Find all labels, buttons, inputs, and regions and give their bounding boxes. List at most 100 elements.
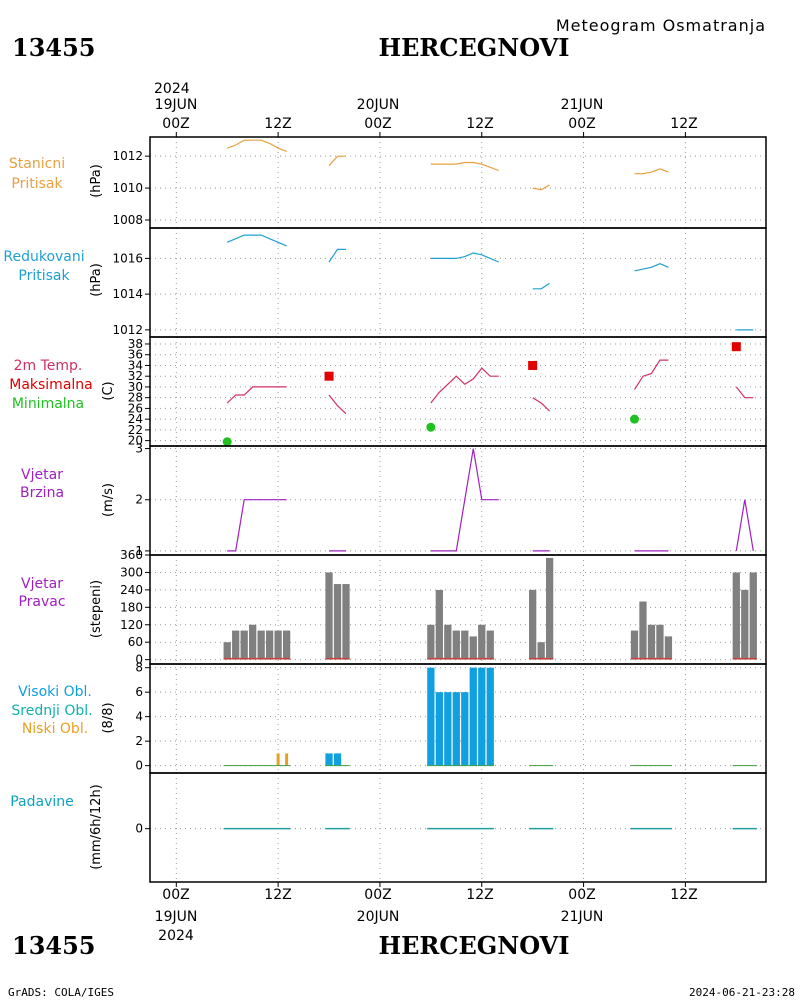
low-cloud-bar — [285, 753, 289, 766]
cloud-label-1: Visoki Obl. — [18, 684, 92, 700]
high-cloud-bar — [427, 667, 435, 766]
temperature-line — [735, 386, 754, 399]
max-temp-marker — [528, 360, 538, 370]
temperature-label-3: Minimalna — [12, 396, 84, 412]
footer-credit: GrADS: COLA/IGES — [8, 986, 114, 999]
wind-direction-bar — [537, 642, 545, 660]
panel-frame — [149, 136, 767, 229]
top-hour-label-1: 00Z — [162, 116, 189, 132]
y-tick-label: 240 — [120, 583, 143, 597]
wind-speed-unit: (m/s) — [101, 483, 116, 517]
station-pressure-line — [634, 168, 669, 175]
reduced-pressure-line — [226, 234, 287, 247]
high-cloud-bar — [478, 667, 486, 766]
wind-direction-bar — [647, 624, 656, 660]
reduced-pressure-label-1: Redukovani — [3, 249, 84, 265]
wind-speed-line — [735, 499, 754, 551]
wind-direction-bar — [749, 572, 757, 660]
cloud-label-2: Srednji Obl. — [11, 703, 92, 719]
wind-direction-bar — [732, 572, 740, 660]
wind-direction-bar — [452, 630, 460, 660]
station-pressure-label-2: Pritisak — [11, 176, 63, 192]
y-tick-label: 0 — [135, 653, 143, 667]
wind-direction-bar — [741, 589, 749, 660]
station-id: 13455 — [12, 33, 96, 62]
y-tick-label: 1008 — [112, 213, 143, 227]
wind-direction-bar — [529, 589, 537, 660]
y-tick-label: 0 — [135, 759, 143, 773]
min-temp-marker — [222, 437, 232, 447]
y-tick-label: 22 — [128, 423, 143, 437]
y-tick-label: 26 — [128, 401, 143, 415]
temperature-label-1: 2m Temp. — [14, 358, 83, 374]
top-date-label-1: 19JUN — [155, 97, 198, 113]
wind-direction-bar — [240, 630, 248, 660]
bottom-hour-label-5: 00Z — [568, 887, 595, 903]
high-cloud-bar — [435, 692, 443, 766]
station-pressure-line — [226, 139, 287, 152]
low-cloud-bar — [276, 753, 280, 766]
bottom-date-label-1: 19JUN — [155, 909, 198, 925]
panel-frame — [149, 336, 767, 447]
high-cloud-bar — [452, 692, 460, 766]
station-pressure-line — [328, 155, 346, 167]
footer-station-id: 13455 — [12, 931, 96, 960]
bottom-hour-label-2: 12Z — [264, 887, 291, 903]
wind-speed-line — [430, 448, 499, 552]
wind-direction-bar — [486, 630, 494, 660]
y-tick-label: 36 — [128, 348, 143, 362]
wind-direction-bar — [444, 624, 452, 660]
y-tick-label: 1014 — [112, 287, 143, 301]
y-tick-label: 8 — [135, 661, 143, 675]
wind-direction-bar — [223, 642, 231, 660]
y-tick-label: 34 — [128, 358, 143, 372]
wind-speed-label-2: Brzina — [20, 485, 64, 501]
temperature-line — [532, 397, 551, 412]
bottom-date-label-3: 21JUN — [561, 909, 604, 925]
wind-direction-bar — [265, 630, 274, 660]
reduced-pressure-line — [328, 248, 346, 263]
wind-direction-bar — [257, 630, 265, 660]
bottom-hour-label-3: 00Z — [364, 887, 391, 903]
station-name: HERCEGNOVI — [378, 33, 569, 62]
bottom-year-label: 2024 — [158, 928, 194, 944]
meteogram-subtitle: Meteogram Osmatranja — [556, 16, 766, 35]
temperature-unit: (C) — [101, 381, 116, 400]
wind-direction-bar — [342, 584, 350, 660]
temperature-line — [430, 367, 499, 404]
bottom-hour-label-4: 12Z — [466, 887, 493, 903]
y-tick-label: 360 — [120, 548, 143, 562]
y-tick-label: 120 — [120, 618, 143, 632]
wind-direction-bar — [274, 630, 282, 660]
reduced-pressure-line — [430, 252, 499, 263]
y-tick-label: 32 — [128, 369, 143, 383]
wind-direction-bar — [664, 636, 673, 660]
top-hour-label-2: 12Z — [264, 116, 291, 132]
station-pressure-line — [532, 184, 550, 191]
high-cloud-bar — [486, 667, 494, 766]
temperature-label-2: Maksimalna — [9, 377, 93, 393]
max-temp-marker — [324, 371, 334, 381]
wind-direction-bar — [282, 630, 291, 660]
high-cloud-bar — [461, 692, 469, 766]
top-date-label-3: 21JUN — [561, 97, 604, 113]
y-tick-label: 28 — [128, 391, 143, 405]
temperature-line — [633, 359, 669, 390]
y-tick-label: 38 — [128, 337, 143, 351]
wind-direction-bar — [639, 601, 647, 660]
temperature-line — [226, 386, 287, 404]
min-temp-marker — [426, 422, 436, 432]
reduced-pressure-line — [532, 282, 550, 290]
y-tick-label: 20 — [128, 434, 143, 448]
y-tick-label: 4 — [135, 710, 143, 724]
panel-frame — [149, 772, 767, 883]
wind-direction-bar — [545, 557, 554, 660]
y-tick-label: 1016 — [112, 251, 143, 265]
top-hour-label-3: 00Z — [364, 116, 391, 132]
bottom-hour-label-6: 12Z — [670, 887, 697, 903]
min-temp-marker — [629, 414, 639, 424]
wind-direction-bar — [469, 636, 477, 660]
reduced-pressure-line — [634, 263, 669, 272]
reduced-pressure-unit: (hPa) — [89, 263, 104, 297]
